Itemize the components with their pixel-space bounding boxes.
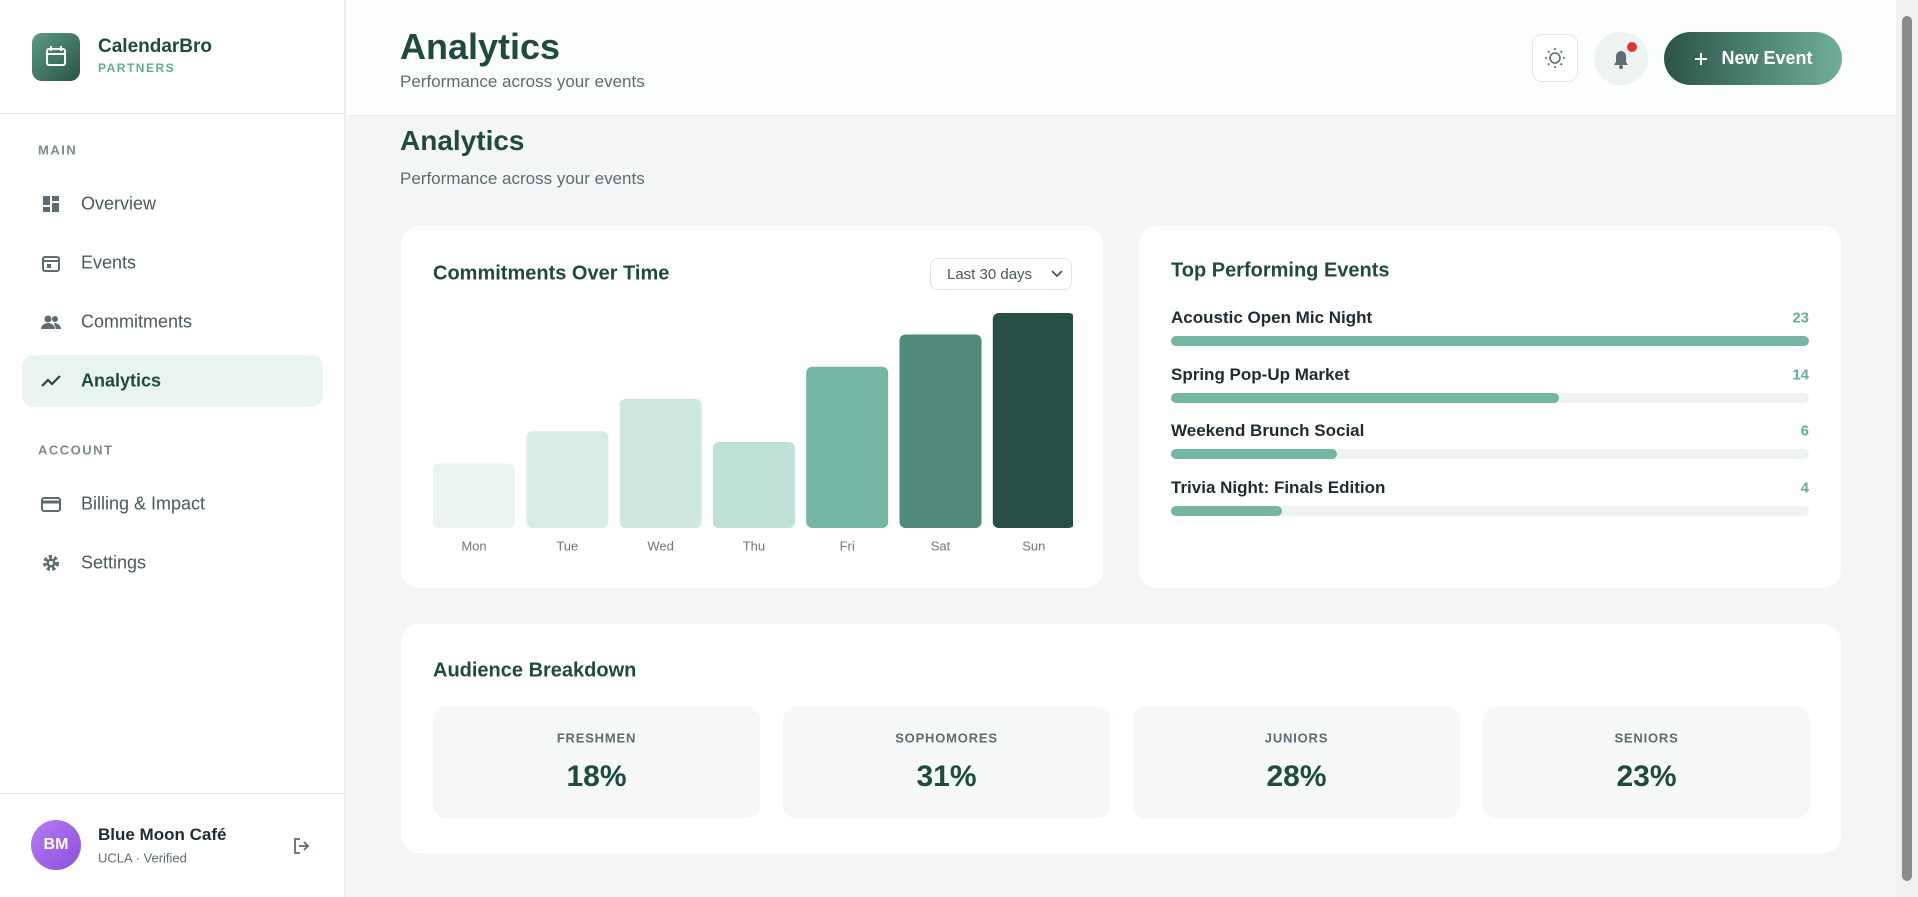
user-status: UCLA · Verified [98, 850, 187, 866]
notifications[interactable] [1594, 32, 1648, 85]
sun-icon [1545, 48, 1565, 68]
event-name: Acoustic Open Mic Night [1171, 308, 1373, 327]
bar-chart: Mon Tue Wed Thu Fri Sat Sun [433, 313, 1073, 553]
audience-label: FRESHMEN [556, 730, 637, 746]
audience-label: SOPHOMORES [895, 730, 998, 746]
nav-item[interactable]: Events [81, 252, 137, 273]
audience-box [783, 707, 1110, 818]
page-subtitle: Performance across your events [400, 169, 645, 188]
nav-item[interactable]: Analytics [81, 370, 162, 391]
bar [526, 431, 609, 528]
chart-title: Commitments Over Time [433, 262, 670, 285]
event-value: 23 [1792, 309, 1809, 327]
nav-item[interactable]: Billing & Impact [81, 493, 206, 514]
nav-active-bg [22, 355, 323, 407]
audience-value: 28% [1266, 760, 1327, 793]
header-subtitle: Performance across your events [400, 72, 645, 91]
nav-icon [41, 315, 61, 329]
tagline: PARTNERS [98, 61, 176, 75]
divider [0, 113, 345, 114]
bar [899, 334, 982, 528]
avatar: BM [31, 820, 81, 870]
x-tick-label: Wed [647, 538, 674, 553]
button-label: New Event [1721, 48, 1813, 68]
sidebar: CalendarBro PARTNERS MAIN Overview Events C… [0, 0, 345, 897]
bell-icon [1614, 42, 1637, 69]
bar [806, 366, 889, 528]
divider [0, 793, 345, 794]
logo[interactable] [32, 33, 80, 81]
plus-icon [1695, 52, 1708, 65]
nav-section-label: MAIN [38, 142, 78, 158]
nav-section-label: ACCOUNT [38, 442, 114, 458]
scrollbar[interactable] [1896, 0, 1918, 897]
user-name: Blue Moon Café [98, 825, 227, 844]
header-title: Analytics [400, 26, 561, 67]
event-value: 4 [1800, 479, 1809, 497]
event-bar [1171, 506, 1282, 517]
logout-icon[interactable] [290, 834, 314, 858]
nav-icon [41, 375, 61, 387]
audience-box [1133, 707, 1460, 818]
audience-box [433, 707, 760, 818]
x-tick-label: Thu [743, 538, 765, 553]
audience-value: 18% [566, 760, 627, 793]
audience-value: 23% [1616, 760, 1677, 793]
audience-label: SENIORS [1614, 730, 1679, 746]
logo-icon [46, 46, 66, 66]
scroll-thumb[interactable] [1902, 16, 1912, 881]
top-events-title: Top Performing Events [1171, 259, 1390, 282]
nav-icon [42, 256, 60, 272]
x-tick-label: Sun [1022, 538, 1045, 553]
event-bar [1171, 449, 1338, 460]
nav-item[interactable]: Overview [81, 193, 157, 214]
x-tick-label: Sat [931, 538, 951, 553]
event-name: Spring Pop-Up Market [1171, 364, 1350, 384]
audience-value: 31% [916, 760, 977, 793]
top-events-card [1139, 226, 1841, 588]
bar [433, 463, 515, 528]
brand: CalendarBro [98, 36, 213, 57]
x-tick-label: Fri [840, 538, 855, 553]
chevron [1051, 270, 1063, 278]
bar [619, 399, 702, 528]
event-name: Trivia Night: Finals Edition [1171, 478, 1386, 498]
event-track [1171, 506, 1809, 517]
new-event-button[interactable]: New Event [1664, 32, 1842, 85]
audience-label: JUNIORS [1264, 730, 1329, 746]
bar [992, 313, 1073, 528]
bar [712, 442, 795, 528]
event-value: 14 [1792, 366, 1809, 384]
event-name: Weekend Brunch Social [1171, 421, 1365, 441]
audience-box [1483, 707, 1810, 818]
nav-item[interactable]: Commitments [81, 311, 193, 332]
nav-item[interactable]: Settings [81, 552, 147, 573]
nav-icon [43, 555, 59, 571]
event-bar [1171, 336, 1809, 346]
x-tick-label: Tue [556, 538, 578, 553]
nav-icon [43, 196, 59, 212]
event-bar [1171, 392, 1560, 403]
event-track [1171, 449, 1809, 460]
audience-title: Audience Breakdown [433, 659, 637, 682]
theme-toggle[interactable] [1532, 34, 1578, 82]
event-value: 6 [1800, 422, 1809, 440]
page-title: Analytics [400, 125, 525, 156]
range-select[interactable]: Last 30 days [930, 258, 1072, 290]
range-label: Last 30 days [947, 265, 1033, 283]
x-tick-label: Mon [461, 538, 486, 553]
nav-icon [41, 497, 61, 512]
